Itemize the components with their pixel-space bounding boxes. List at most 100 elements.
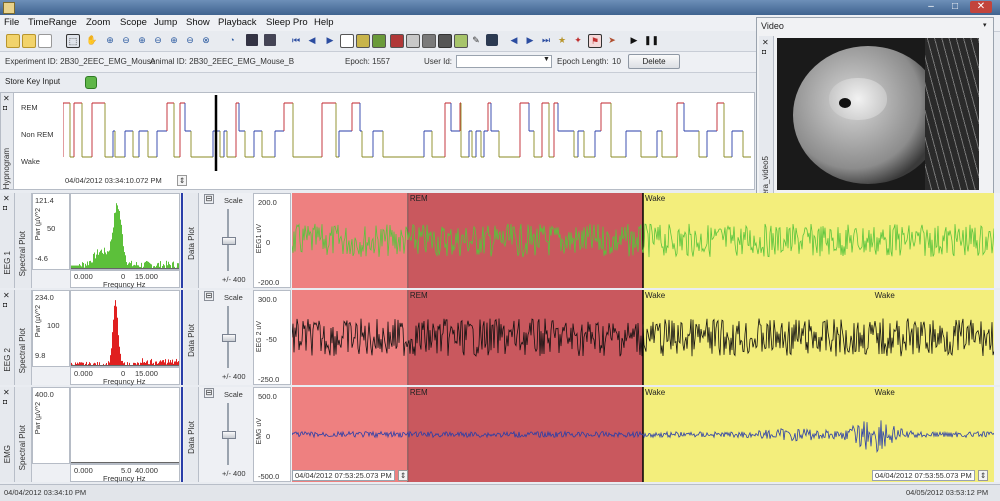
menu-show[interactable]: Show [186, 17, 210, 28]
menu-scope[interactable]: Scope [120, 17, 147, 28]
menu-file[interactable]: File [4, 17, 19, 28]
spectral-plot-canvas [71, 388, 179, 463]
zoom-y-out-icon[interactable]: ⊖ [184, 34, 196, 46]
score-wake-icon[interactable] [422, 34, 436, 48]
monitor-icon[interactable] [246, 34, 258, 46]
video-menu-icon[interactable]: ▾ [983, 21, 987, 29]
scale-slider-thumb[interactable] [222, 334, 236, 342]
marker-icon[interactable]: ◔ [226, 34, 238, 46]
chevron-down-icon[interactable]: ▼ [543, 56, 550, 63]
spectral-plot[interactable] [70, 193, 180, 270]
step-forward-icon[interactable]: ▶ [324, 34, 336, 46]
zoom-x-in-icon[interactable]: ⊕ [136, 34, 148, 46]
marker-red-icon[interactable]: ✦ [572, 34, 584, 46]
score-other-icon[interactable] [454, 34, 468, 48]
channel-name: EEG 2 [3, 348, 12, 372]
step-back-icon[interactable]: ◀ [306, 34, 318, 46]
spectral-bar [145, 262, 146, 269]
spectral-plot-canvas [71, 194, 179, 269]
epoch-c-icon[interactable] [372, 34, 386, 48]
pin-icon[interactable]: ◘ [3, 105, 7, 112]
hand-tool-icon[interactable]: ✋ [86, 34, 98, 46]
display-icon[interactable] [486, 34, 498, 46]
timestamp-spinner[interactable]: ⇕ [177, 175, 187, 186]
zoom-fit-icon[interactable]: ⊗ [200, 34, 212, 46]
state-wake-label: Wake [21, 157, 40, 166]
expand-icon[interactable]: ⊟ [204, 194, 214, 204]
epoch-length-value[interactable]: 10 [612, 57, 621, 66]
spectral-bar [115, 213, 116, 269]
close-icon[interactable]: ✕ [3, 388, 10, 397]
menu-help[interactable]: Help [314, 17, 334, 28]
open-file-icon[interactable] [6, 34, 20, 48]
close-icon[interactable]: ✕ [3, 194, 10, 203]
select-tool-icon[interactable]: ⬚ [66, 34, 80, 48]
pin-icon[interactable]: ◘ [3, 399, 7, 406]
close-icon[interactable]: ✕ [762, 38, 769, 47]
data-y-label: EEG 2 uV [256, 321, 263, 352]
next-page-icon[interactable]: ▶ [524, 34, 536, 46]
jump-end-icon[interactable]: ⏭ [540, 34, 552, 46]
spectral-plot[interactable] [70, 290, 180, 367]
data-y-label: EEG1 uV [256, 224, 263, 253]
document-icon[interactable] [38, 34, 52, 48]
spectral-bar [125, 255, 126, 269]
close-icon[interactable]: ✕ [3, 94, 10, 103]
epoch-b-icon[interactable] [356, 34, 370, 48]
user-id-select[interactable] [456, 55, 552, 68]
menu-playback[interactable]: Playback [218, 17, 257, 28]
pause-icon[interactable]: ❚❚ [644, 34, 656, 46]
epoch-a-icon[interactable] [340, 34, 354, 48]
channel-sidebar: ✕ ◘ EEG 2 [0, 290, 15, 385]
spectral-bar [126, 262, 127, 269]
maximize-icon[interactable]: □ [944, 1, 966, 13]
close-icon[interactable]: ✕ [3, 291, 10, 300]
splitter-bar[interactable] [181, 387, 183, 482]
jump-start-icon[interactable]: ⏮ [290, 34, 302, 46]
flag-icon[interactable]: ⚑ [588, 34, 602, 48]
delete-button[interactable]: Delete [628, 54, 680, 69]
expand-icon[interactable]: ⊟ [204, 291, 214, 301]
play-icon[interactable]: ▶ [628, 34, 640, 46]
screen-icon[interactable] [264, 34, 276, 46]
zoom-in-icon[interactable]: ⊕ [104, 34, 116, 46]
menu-zoom[interactable]: Zoom [86, 17, 110, 28]
open-folder-icon[interactable] [22, 34, 36, 48]
menu-sleep-pro[interactable]: Sleep Pro [266, 17, 308, 28]
pin-icon[interactable]: ◘ [762, 49, 766, 56]
pointer-icon[interactable]: ➤ [606, 34, 618, 46]
splitter-bar[interactable] [181, 290, 183, 385]
menu-jump[interactable]: Jump [154, 17, 177, 28]
splitter-bar[interactable] [181, 193, 183, 288]
score-rem-icon[interactable] [390, 34, 404, 48]
score-artifact-icon[interactable] [438, 34, 452, 48]
hypnogram-sidebar: ✕ ◘ Hypnogram [1, 93, 14, 189]
hypnogram-plot[interactable] [63, 95, 751, 171]
zoom-y-in-icon[interactable]: ⊕ [168, 34, 180, 46]
zoom-x-out-icon[interactable]: ⊖ [152, 34, 164, 46]
pin-icon[interactable]: ◘ [3, 302, 7, 309]
zoom-out-icon[interactable]: ⊖ [120, 34, 132, 46]
spectral-plot[interactable] [70, 387, 180, 464]
timeline-end-spinner[interactable]: ⇕ [978, 470, 988, 481]
bookmark-icon[interactable]: ★ [556, 34, 568, 46]
camera-feed[interactable] [777, 38, 979, 190]
expand-icon[interactable]: ⊟ [204, 388, 214, 398]
menu-timerange[interactable]: TimeRange [28, 17, 77, 28]
tool-icon[interactable]: ✎ [470, 34, 482, 46]
scale-slider-thumb[interactable] [222, 237, 236, 245]
scale-slider-thumb[interactable] [222, 431, 236, 439]
score-nonrem-icon[interactable] [406, 34, 420, 48]
pin-icon[interactable]: ◘ [3, 205, 7, 212]
timeline-start-spinner[interactable]: ⇕ [398, 470, 408, 481]
minimize-icon[interactable]: – [920, 1, 942, 13]
close-icon[interactable]: ✕ [970, 1, 992, 13]
app-icon [3, 2, 15, 14]
prev-page-icon[interactable]: ◀ [508, 34, 520, 46]
lock-icon[interactable] [85, 76, 97, 89]
